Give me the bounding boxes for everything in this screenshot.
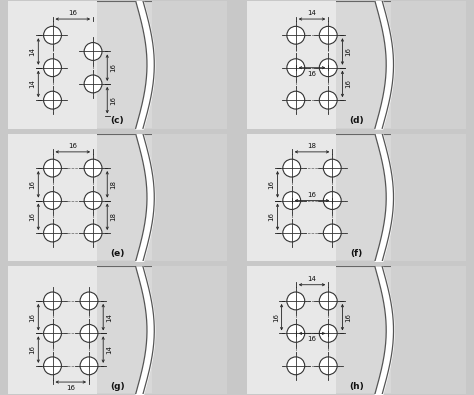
Bar <box>247 1 337 128</box>
Circle shape <box>44 159 62 177</box>
Text: 16: 16 <box>308 336 317 342</box>
Text: (c): (c) <box>110 116 124 125</box>
Circle shape <box>80 357 98 375</box>
Text: 16: 16 <box>110 63 116 72</box>
Bar <box>8 134 97 261</box>
Circle shape <box>319 324 337 342</box>
Text: 16: 16 <box>66 385 75 391</box>
Text: (d): (d) <box>349 116 364 125</box>
Bar <box>391 1 466 128</box>
Text: 16: 16 <box>269 212 275 221</box>
Text: (g): (g) <box>110 382 125 391</box>
Text: 16: 16 <box>345 79 351 88</box>
Circle shape <box>283 159 301 177</box>
Text: 16: 16 <box>68 143 77 149</box>
Circle shape <box>287 357 305 375</box>
Text: (e): (e) <box>110 249 125 258</box>
Circle shape <box>44 192 62 209</box>
Bar <box>247 134 337 261</box>
Circle shape <box>323 224 341 242</box>
Circle shape <box>44 324 62 342</box>
Text: 14: 14 <box>308 10 317 16</box>
Bar <box>391 267 466 394</box>
Bar <box>8 267 97 394</box>
Text: 16: 16 <box>68 10 77 16</box>
Bar <box>8 1 97 128</box>
Circle shape <box>44 26 62 44</box>
Circle shape <box>44 59 62 77</box>
Bar <box>152 267 227 394</box>
Bar <box>247 267 337 394</box>
Text: 16: 16 <box>29 313 36 322</box>
Circle shape <box>84 192 102 209</box>
Text: 16: 16 <box>29 345 36 354</box>
Text: 14: 14 <box>106 345 112 354</box>
Circle shape <box>283 192 301 209</box>
Text: 14: 14 <box>308 276 317 282</box>
Text: 16: 16 <box>29 212 36 221</box>
Text: 16: 16 <box>269 180 275 189</box>
Text: 16: 16 <box>308 192 317 198</box>
Bar <box>152 134 227 261</box>
Circle shape <box>84 159 102 177</box>
Circle shape <box>84 43 102 60</box>
Circle shape <box>319 292 337 310</box>
Circle shape <box>80 324 98 342</box>
Circle shape <box>287 292 305 310</box>
Text: 18: 18 <box>110 212 116 221</box>
Circle shape <box>84 75 102 93</box>
Text: 14: 14 <box>29 47 36 56</box>
Circle shape <box>44 357 62 375</box>
Circle shape <box>323 192 341 209</box>
Circle shape <box>319 91 337 109</box>
Circle shape <box>323 159 341 177</box>
Text: 18: 18 <box>110 180 116 189</box>
Text: 18: 18 <box>308 143 317 149</box>
Text: 16: 16 <box>345 47 351 56</box>
Circle shape <box>44 292 62 310</box>
Text: (f): (f) <box>350 249 363 258</box>
Circle shape <box>44 91 62 109</box>
Circle shape <box>287 26 305 44</box>
Bar <box>152 1 227 128</box>
Circle shape <box>319 357 337 375</box>
Circle shape <box>319 59 337 77</box>
Circle shape <box>287 59 305 77</box>
Circle shape <box>287 324 305 342</box>
Text: 14: 14 <box>106 313 112 322</box>
Text: 16: 16 <box>110 96 116 105</box>
Circle shape <box>44 224 62 242</box>
Text: 16: 16 <box>29 180 36 189</box>
Bar <box>391 134 466 261</box>
Text: 14: 14 <box>29 79 36 88</box>
Circle shape <box>283 224 301 242</box>
Text: 16: 16 <box>308 71 317 77</box>
Circle shape <box>287 91 305 109</box>
Circle shape <box>84 224 102 242</box>
Circle shape <box>80 292 98 310</box>
Text: 16: 16 <box>345 313 351 322</box>
Text: 16: 16 <box>273 313 279 322</box>
Text: (h): (h) <box>349 382 364 391</box>
Circle shape <box>319 26 337 44</box>
